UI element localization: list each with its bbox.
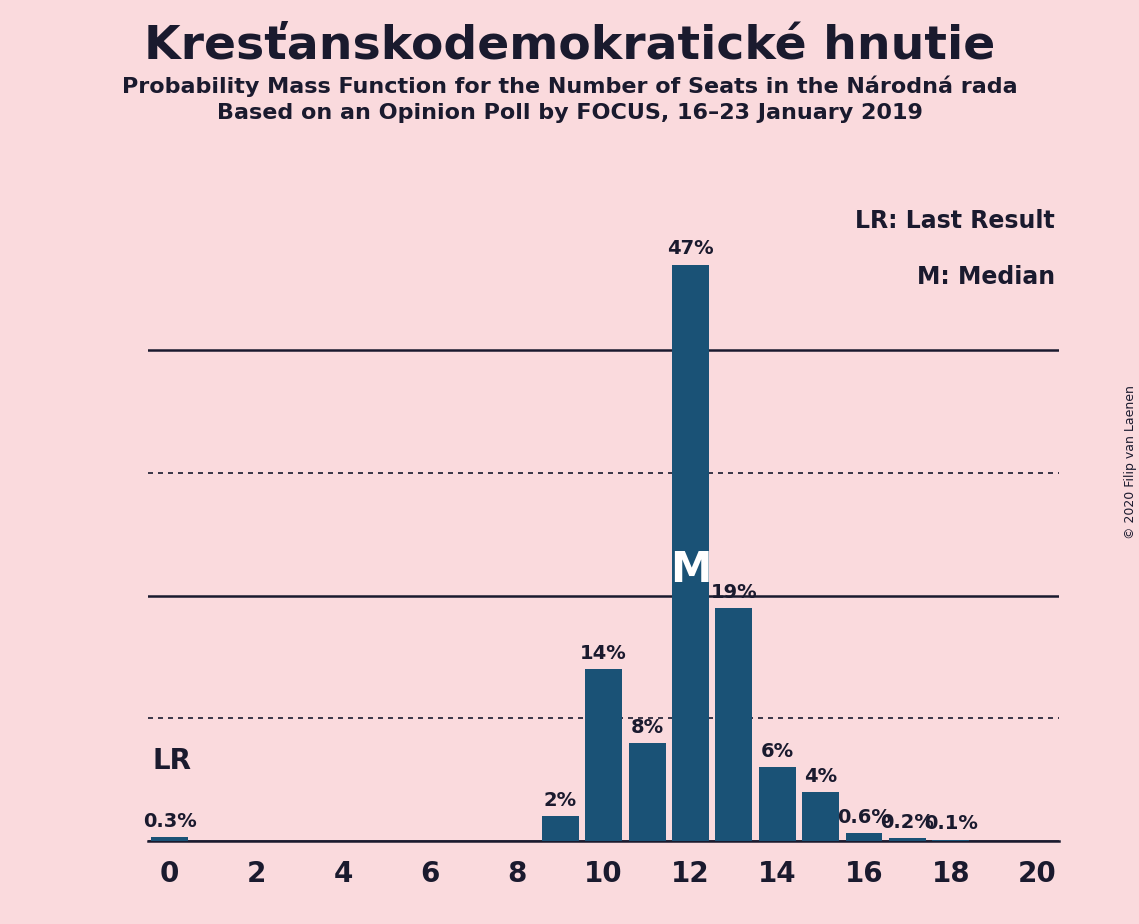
Text: M: Median: M: Median (917, 264, 1055, 288)
Text: LR: LR (153, 748, 191, 775)
Text: 0.6%: 0.6% (837, 808, 891, 827)
Text: 0.1%: 0.1% (924, 814, 977, 833)
Text: © 2020 Filip van Laenen: © 2020 Filip van Laenen (1124, 385, 1137, 539)
Bar (888, 838, 926, 841)
Text: 4%: 4% (804, 767, 837, 785)
Text: 8%: 8% (631, 718, 664, 736)
Text: 0.2%: 0.2% (880, 813, 934, 833)
Bar (933, 840, 969, 841)
Text: M: M (670, 549, 711, 591)
Text: Kresťanskodemokratické hnutie: Kresťanskodemokratické hnutie (144, 23, 995, 68)
Bar (629, 743, 665, 841)
Text: 0.3%: 0.3% (142, 812, 197, 831)
Bar (585, 669, 622, 841)
Bar (151, 837, 188, 841)
Bar (715, 608, 752, 841)
Text: 6%: 6% (761, 742, 794, 761)
Text: Based on an Opinion Poll by FOCUS, 16–23 January 2019: Based on an Opinion Poll by FOCUS, 16–23… (216, 103, 923, 124)
Text: LR: Last Result: LR: Last Result (855, 210, 1055, 234)
Bar (802, 792, 839, 841)
Text: 47%: 47% (667, 239, 714, 259)
Bar (759, 767, 796, 841)
Text: Probability Mass Function for the Number of Seats in the Národná rada: Probability Mass Function for the Number… (122, 76, 1017, 97)
Text: 2%: 2% (543, 791, 576, 810)
Text: 19%: 19% (711, 583, 757, 602)
Bar (542, 816, 579, 841)
Bar (845, 833, 883, 841)
Bar (672, 264, 708, 841)
Text: 14%: 14% (580, 644, 628, 663)
